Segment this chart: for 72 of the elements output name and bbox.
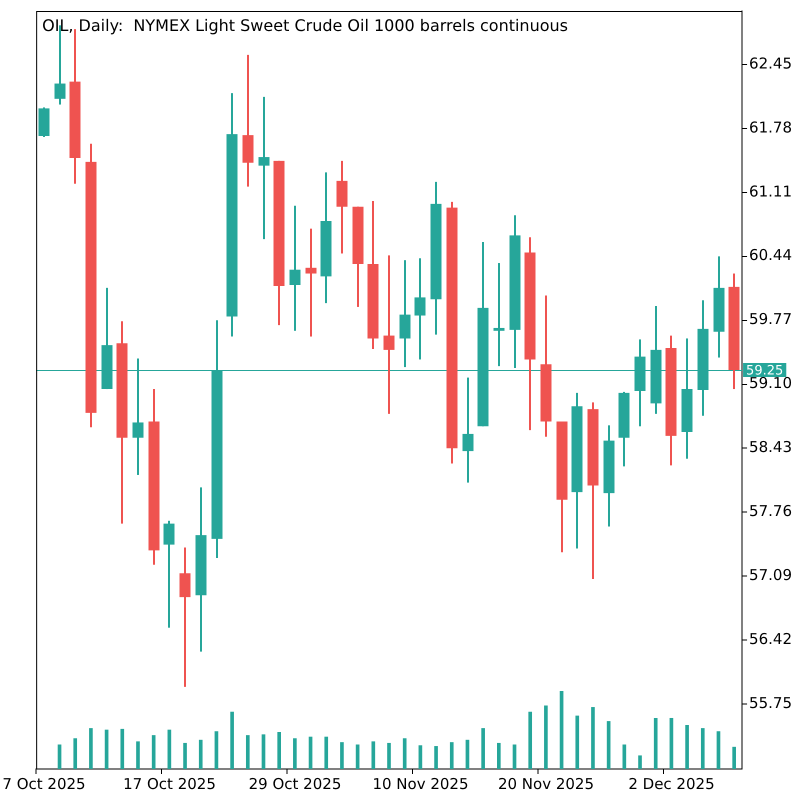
candlestick xyxy=(384,254,394,415)
bar xyxy=(308,736,313,769)
bar xyxy=(168,730,172,769)
bar xyxy=(246,735,250,769)
candlestick xyxy=(306,228,316,338)
y-tick-label: 57.09 xyxy=(749,566,792,584)
bar xyxy=(466,740,470,769)
candlestick xyxy=(462,376,474,484)
bar xyxy=(262,734,266,769)
bar xyxy=(418,745,422,769)
x-tick-label: 7 Oct 2025 xyxy=(2,774,86,793)
candlestick xyxy=(258,96,270,240)
bar xyxy=(58,744,62,769)
bar xyxy=(214,731,218,769)
y-tick-label: 59.77 xyxy=(749,310,792,328)
y-tick-label: 57.76 xyxy=(749,502,792,520)
y-tick-label: 62.45 xyxy=(749,54,792,72)
bar xyxy=(387,742,391,769)
bar xyxy=(340,742,344,769)
y-tick-label: 61.78 xyxy=(749,118,792,136)
y-tick-label: 60.44 xyxy=(749,246,792,264)
candlestick xyxy=(180,546,190,688)
bar xyxy=(654,718,658,769)
bar xyxy=(277,732,282,769)
candlestick xyxy=(494,262,504,368)
bar xyxy=(638,755,642,769)
bar xyxy=(670,718,674,769)
bar xyxy=(560,691,564,769)
x-tick-label: 20 Nov 2025 xyxy=(498,774,594,793)
bar xyxy=(372,741,376,769)
x-tick-label: 17 Oct 2025 xyxy=(123,774,216,793)
bar xyxy=(403,738,407,769)
bar xyxy=(120,728,124,769)
bar xyxy=(622,744,626,769)
bar xyxy=(74,738,78,769)
x-tick-label: 10 Nov 2025 xyxy=(372,774,469,793)
bar xyxy=(183,742,188,769)
x-tick-label: 2 Dec 2025 xyxy=(628,774,715,793)
bar xyxy=(701,728,705,769)
bar xyxy=(324,736,328,769)
ref-line-label: 59.25 xyxy=(746,363,784,378)
bar xyxy=(450,742,454,769)
bar xyxy=(685,724,690,769)
bar xyxy=(512,744,516,769)
bar xyxy=(89,728,93,769)
candlestick xyxy=(290,204,300,332)
candlestick xyxy=(400,259,410,368)
bar xyxy=(606,721,611,769)
y-tick-label: 56.42 xyxy=(749,630,792,648)
bar xyxy=(152,735,156,769)
bar xyxy=(434,746,438,769)
bar xyxy=(104,730,109,769)
candlestick xyxy=(164,520,174,629)
y-tick-label: 55.75 xyxy=(749,694,792,712)
bar xyxy=(544,705,548,769)
bar xyxy=(732,746,736,769)
bar xyxy=(528,712,532,769)
x-tick-label: 29 Oct 2025 xyxy=(248,774,342,793)
candlestick xyxy=(414,257,426,360)
bar xyxy=(230,712,234,769)
bar xyxy=(136,741,140,769)
bar xyxy=(591,707,595,769)
bar xyxy=(716,731,720,769)
y-tick-label: 58.43 xyxy=(749,438,792,456)
bar xyxy=(356,744,360,769)
bar xyxy=(497,742,501,769)
y-tick-label: 61.11 xyxy=(749,182,792,200)
bar xyxy=(293,738,297,769)
bar xyxy=(199,740,203,769)
chart-title: OIL, Daily: NYMEX Light Sweet Crude Oil 1000 barrels continuous xyxy=(42,16,568,36)
bar xyxy=(481,728,486,769)
bar xyxy=(576,716,580,769)
